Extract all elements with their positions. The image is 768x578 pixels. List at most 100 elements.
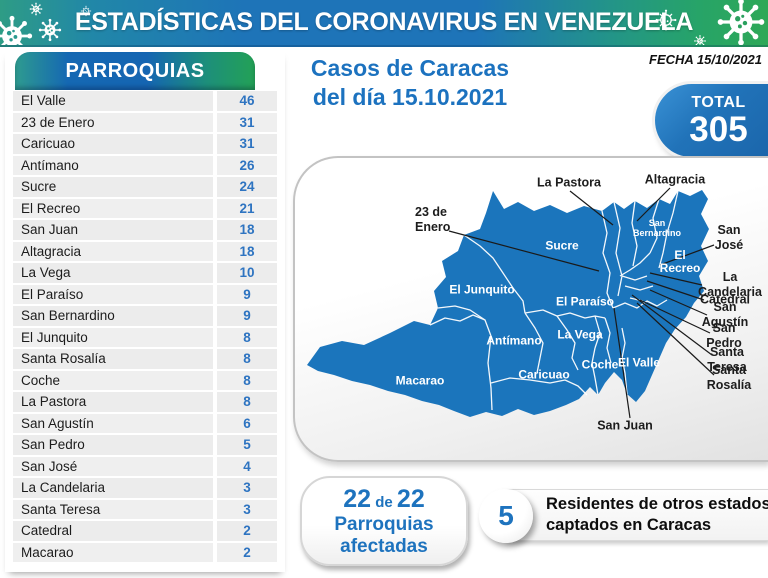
parish-count: 6 [217,413,277,433]
parish-count: 21 [217,198,277,218]
table-row: El Recreo 21 [13,198,277,218]
map-callout-label: Catedral [699,292,751,307]
parish-count: 8 [217,392,277,412]
date-label: FECHA 15/10/2021 [649,52,762,67]
map-callout-label: Santa Rosalía [706,363,752,392]
table-row: San Bernardino 9 [13,306,277,326]
residents-count-badge: 5 [479,489,533,543]
map-parish-label: Macarao [395,373,445,388]
table-row: Catedral 2 [13,521,277,541]
parish-name: La Vega [13,263,213,283]
chart-title-line1: Casos de Caracas [310,55,510,81]
map-callout-label: Santa Teresa [707,345,747,374]
parish-name: 23 de Enero [13,112,213,132]
table-row: San José 4 [13,456,277,476]
table-row: Antímano 26 [13,155,277,175]
affected-parishes-badge: 22 de 22 Parroquias afectadas [300,476,468,566]
parish-count: 18 [217,241,277,261]
parish-name: Antímano [13,155,213,175]
parish-count: 24 [217,177,277,197]
map-parish-label: El Valle [617,355,661,370]
parish-name: San Bernardino [13,306,213,326]
parish-name: El Paraíso [13,284,213,304]
virus-icon [654,0,766,45]
parish-name: El Junquito [13,327,213,347]
parish-count: 10 [217,263,277,283]
parish-count: 9 [217,306,277,326]
parish-name: Santa Teresa [13,499,213,519]
table-row: Caricuao 31 [13,134,277,154]
affected-label-line2: afectadas [340,535,428,557]
affected-total-value: 22 [396,484,425,513]
parish-count: 3 [217,499,277,519]
parish-name: San Pedro [13,435,213,455]
table-row: El Junquito 8 [13,327,277,347]
parish-name: San Juan [13,220,213,240]
table-row: Sucre 24 [13,177,277,197]
map-callout-label: San Juan [597,418,653,433]
residents-count: 5 [498,500,514,531]
map-callout-label: San Agustín [701,300,749,329]
table-row: San Juan 18 [13,220,277,240]
parish-name: El Valle [13,91,213,111]
parish-name: Santa Rosalía [13,349,213,369]
parish-name: San Agustín [13,413,213,433]
map-callout-label: La Pastora [537,175,601,190]
map-parish-label: Coche [581,357,619,372]
parish-name: Coche [13,370,213,390]
table-row: Altagracia 18 [13,241,277,261]
total-value: 305 [689,109,748,149]
parish-count: 46 [217,91,277,111]
parish-name: San José [13,456,213,476]
map-parish-label: La Vega [557,327,603,342]
parish-count: 9 [217,284,277,304]
map-parish-label: El Paraíso [555,294,615,309]
table-row: 23 de Enero 31 [13,112,277,132]
parish-name: Catedral [13,521,213,541]
table-row: San Agustín 6 [13,413,277,433]
header-banner: ESTADÍSTICAS DEL CORONAVIRUS EN VENEZUEL… [0,0,768,47]
parish-count: 2 [217,521,277,541]
map-callout-label: San Pedro [706,321,742,350]
table-row: Macarao 2 [13,542,277,562]
parish-name: El Recreo [13,198,213,218]
parish-count: 2 [217,542,277,562]
parish-name: Caricuao [13,134,213,154]
virus-icon [0,2,92,45]
parish-count: 31 [217,134,277,154]
parish-name: La Pastora [13,392,213,412]
parish-name: Sucre [13,177,213,197]
table-row: Coche 8 [13,370,277,390]
residents-text-line1: Residentes de otros estados [546,495,768,513]
table-row: San Pedro 5 [13,435,277,455]
parroquias-panel: PARROQUIAS El Valle 46 23 de Enero 31 Ca… [5,50,285,572]
parish-count: 8 [217,327,277,347]
map-parish-label: San Bernardino [632,218,682,238]
parroquias-table: El Valle 46 23 de Enero 31 Caricuao 31 A… [13,91,277,562]
table-row: El Paraíso 9 [13,284,277,304]
table-row: La Candelaria 3 [13,478,277,498]
parish-name: La Candelaria [13,478,213,498]
affected-count: 22 de 22 [343,485,424,514]
parish-count: 31 [217,112,277,132]
caracas-map-card: Sucre San Bernardino El Recreo El Junqui… [293,156,768,462]
table-row: El Valle 46 [13,91,277,111]
map-callout-label: Altagracia [644,172,706,187]
affected-label-line1: Parroquias [334,513,434,535]
map-parish-label: Sucre [545,238,579,253]
map-parish-label: El Recreo [659,248,701,275]
parish-count: 18 [217,220,277,240]
map-parish-label: Caricuao [518,367,570,382]
parroquias-header: PARROQUIAS [15,52,255,90]
caracas-map [307,187,715,419]
chart-title-line2: del día 15.10.2021 [312,84,508,110]
parish-count: 8 [217,349,277,369]
map-callout-label: 23 de Enero [415,205,451,234]
map-callout-label: San José [714,223,744,252]
total-badge: TOTAL 305 [655,84,768,157]
table-row: Santa Rosalía 8 [13,349,277,369]
map-parish-label: Antímano [486,333,542,348]
affected-count-value: 22 [343,484,372,513]
parish-name: Macarao [13,542,213,562]
table-row: La Vega 10 [13,263,277,283]
